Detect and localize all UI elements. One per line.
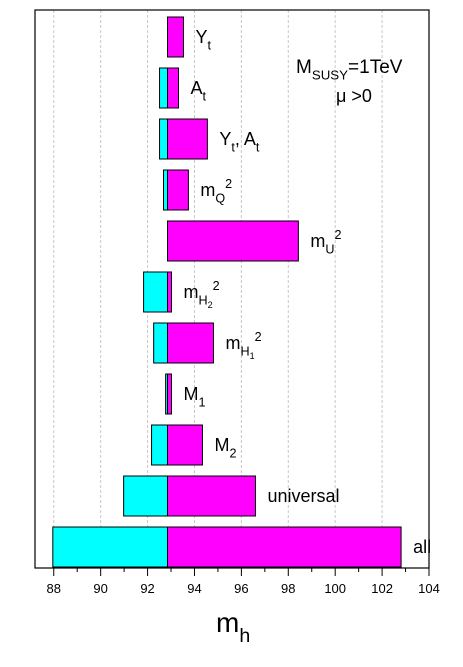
bar-high <box>167 16 184 58</box>
label-part: m <box>183 282 198 302</box>
label-part: H <box>198 293 207 307</box>
x-tick-label: 96 <box>234 581 248 596</box>
x-axis-label: mh <box>216 607 250 647</box>
label-part: U <box>325 242 334 256</box>
label-part: 1 <box>198 395 205 409</box>
bar-high <box>167 169 189 211</box>
label-part: Q <box>215 191 225 205</box>
label-part: all <box>413 537 431 557</box>
category-label: At <box>191 78 207 103</box>
bar-high <box>167 475 256 517</box>
bar-high <box>167 67 180 109</box>
category-label: M1 <box>183 384 205 409</box>
x-tick-label: 92 <box>140 581 154 596</box>
label-part: t <box>207 38 211 52</box>
x-tick-label: 98 <box>281 581 295 596</box>
bar-high <box>167 373 172 415</box>
x-tick-label: 94 <box>187 581 201 596</box>
label-part: 2 <box>213 279 220 293</box>
bar-low <box>123 475 169 517</box>
label-part: h <box>239 625 250 647</box>
label-part: 1 <box>250 351 255 361</box>
label-part: A <box>191 78 203 98</box>
label-part: Y <box>219 129 231 149</box>
annotation: MSUSY=1TeV <box>296 57 403 83</box>
x-tick-label: 100 <box>324 581 346 596</box>
label-part: m <box>200 180 215 200</box>
bar-low <box>52 526 169 568</box>
category-label: Yt <box>195 27 211 52</box>
label-part: H <box>240 344 249 358</box>
label-part: =1TeV <box>348 57 403 78</box>
label-part: 2 <box>255 330 262 344</box>
category-label: M2 <box>214 435 236 460</box>
bar-low <box>143 271 169 313</box>
category-label: mU2 <box>310 228 341 256</box>
label-part: 2 <box>229 446 236 460</box>
label-part: m <box>310 231 325 251</box>
label-part: t <box>256 140 260 154</box>
category-label: universal <box>267 486 339 506</box>
bar-low <box>159 118 169 160</box>
bar-low <box>159 67 169 109</box>
annotation: μ >0 <box>336 86 372 106</box>
label-part: m <box>216 607 239 638</box>
label-part: 2 <box>334 228 341 242</box>
category-label: mQ2 <box>200 177 232 205</box>
label-part: M <box>296 57 312 78</box>
label-part: 2 <box>225 177 232 191</box>
label-part: t <box>203 89 207 103</box>
category-label: mH22 <box>183 279 219 310</box>
bar-high <box>167 220 299 262</box>
bar-high <box>167 526 402 568</box>
category-label: all <box>413 537 431 557</box>
label-part: SUSY <box>312 68 348 83</box>
label-part: universal <box>267 486 339 506</box>
label-part: μ >0 <box>336 86 372 106</box>
bar-high <box>167 322 214 364</box>
label-part: 2 <box>208 300 213 310</box>
label-part: M <box>214 435 229 455</box>
bar-high <box>167 118 208 160</box>
bar-low <box>151 424 169 466</box>
plot-frame <box>34 9 430 569</box>
label-part: M <box>183 384 198 404</box>
bar-low <box>163 169 169 211</box>
x-tick-label: 102 <box>371 581 393 596</box>
bar-high <box>167 271 172 313</box>
label-part: m <box>225 333 240 353</box>
label-part: , A <box>235 129 256 149</box>
label-part: t <box>231 140 235 154</box>
x-tick-label: 90 <box>93 581 107 596</box>
x-tick-label: 88 <box>47 581 61 596</box>
bar-low <box>153 322 169 364</box>
x-tick-label: 104 <box>418 581 440 596</box>
category-label: mH12 <box>225 330 261 361</box>
bar-high <box>167 424 203 466</box>
label-part: Y <box>195 27 207 47</box>
category-label: Yt, At <box>219 129 260 154</box>
